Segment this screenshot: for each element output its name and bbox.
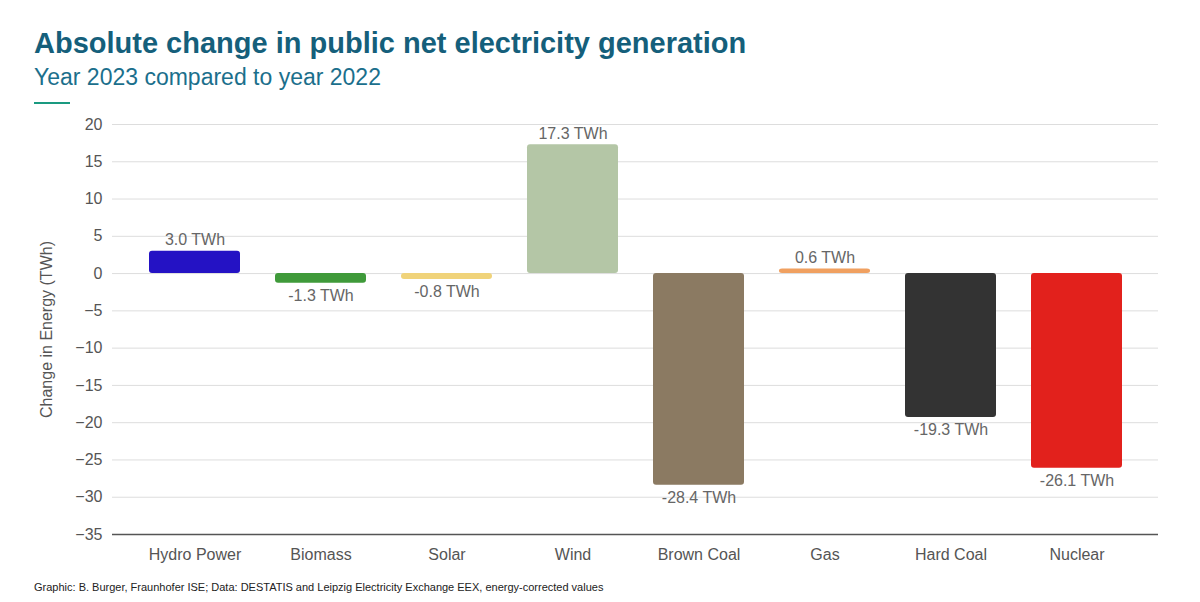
svg-text:-28.4 TWh: -28.4 TWh <box>662 489 736 506</box>
svg-text:Hard Coal: Hard Coal <box>915 546 987 563</box>
svg-text:Gas: Gas <box>810 546 839 563</box>
html-text:Graphic: B. Burger, Fraunhofer: Graphic: B. Burger, Fraunhofer ISE; Data… <box>34 581 604 593</box>
svg-text:0: 0 <box>94 265 103 282</box>
svg-text:0.6 TWh: 0.6 TWh <box>795 249 855 266</box>
svg-text:-26.1 TWh: -26.1 TWh <box>1040 472 1114 489</box>
svg-text:17.3 TWh: 17.3 TWh <box>538 125 607 142</box>
svg-text:15: 15 <box>85 153 103 170</box>
svg-text:Brown Coal: Brown Coal <box>658 546 741 563</box>
html-text:Absolute change in public net: Absolute change in public net electricit… <box>34 27 747 59</box>
svg-text:20: 20 <box>85 116 103 133</box>
svg-text:Solar: Solar <box>428 546 466 563</box>
svg-text:−30: −30 <box>75 488 102 505</box>
svg-text:Nuclear: Nuclear <box>1049 546 1105 563</box>
svg-text:3.0 TWh: 3.0 TWh <box>165 231 225 248</box>
svg-text:Change in Energy (TWh): Change in Energy (TWh) <box>38 241 55 418</box>
svg-text:−35: −35 <box>75 526 102 543</box>
svg-text:−20: −20 <box>75 414 102 431</box>
html-text:Year 2023 compared to year 202: Year 2023 compared to year 2022 <box>34 64 381 90</box>
svg-text:-19.3 TWh: -19.3 TWh <box>914 421 988 438</box>
svg-text:−5: −5 <box>84 302 102 319</box>
svg-text:-1.3 TWh: -1.3 TWh <box>288 287 354 304</box>
svg-text:Biomass: Biomass <box>290 546 351 563</box>
svg-text:-0.8 TWh: -0.8 TWh <box>414 283 480 300</box>
svg-text:−15: −15 <box>75 377 102 394</box>
svg-text:10: 10 <box>85 190 103 207</box>
svg-text:5: 5 <box>94 227 103 244</box>
svg-text:−10: −10 <box>75 339 102 356</box>
svg-text:Wind: Wind <box>555 546 591 563</box>
svg-text:Hydro Power: Hydro Power <box>149 546 242 563</box>
svg-text:−25: −25 <box>75 451 102 468</box>
